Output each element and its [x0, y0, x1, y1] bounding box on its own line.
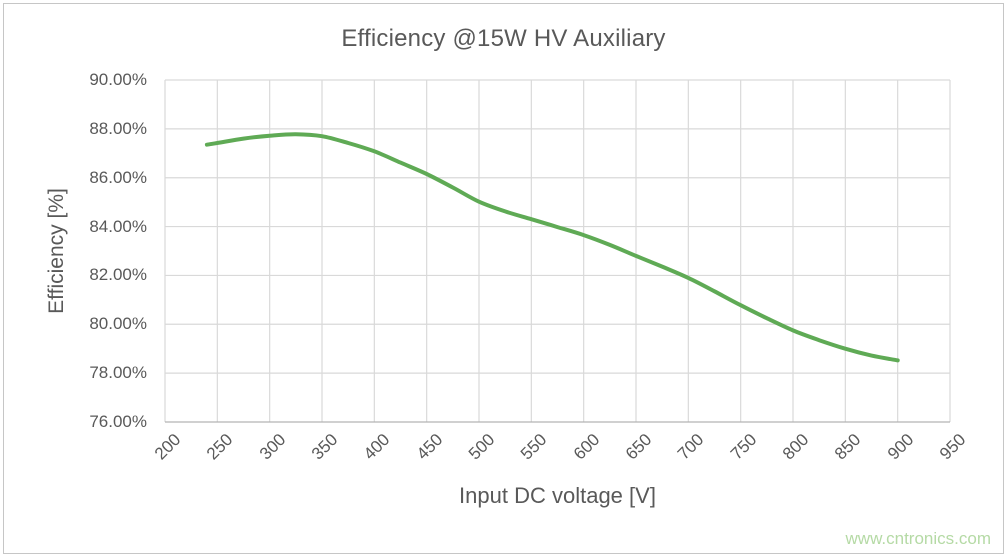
- x-tick-label: 200: [150, 430, 185, 464]
- x-tick-label: 500: [464, 430, 499, 464]
- x-tick-label: 400: [360, 430, 394, 464]
- x-tick-label: 300: [255, 430, 290, 464]
- x-tick-label: 900: [883, 430, 918, 464]
- chart-title: Efficiency @15W HV Auxiliary: [341, 25, 666, 52]
- x-tick-label: 550: [517, 430, 551, 464]
- y-axis-title: Efficiency [%]: [45, 188, 68, 314]
- y-tick-label: 80.00%: [89, 314, 147, 334]
- x-axis-title: Input DC voltage [V]: [459, 483, 656, 508]
- y-tick-label: 82.00%: [89, 265, 147, 285]
- y-tick-label: 90.00%: [89, 70, 147, 89]
- x-tick-label: 450: [412, 430, 447, 464]
- x-tick-label: 700: [674, 430, 708, 464]
- y-tick-label: 78.00%: [89, 363, 147, 383]
- x-tick-label: 650: [621, 430, 656, 464]
- x-tick-label: 800: [778, 430, 813, 464]
- y-tick-label: 88.00%: [89, 118, 147, 138]
- efficiency-curve: [204, 132, 900, 363]
- x-tick-label: 350: [307, 430, 342, 464]
- y-tick-label: 76.00%: [89, 412, 147, 431]
- x-tick-label: 250: [203, 430, 237, 464]
- y-tick-label: 86.00%: [89, 167, 147, 187]
- x-tick-label: 950: [935, 430, 970, 464]
- x-tick-label: 750: [726, 430, 761, 464]
- x-tick-label: 850: [831, 430, 865, 464]
- y-tick-label: 84.00%: [89, 216, 147, 236]
- watermark: www.cntronics.com: [845, 529, 991, 548]
- x-tick-label: 600: [569, 430, 604, 464]
- plot-area: [164, 79, 951, 423]
